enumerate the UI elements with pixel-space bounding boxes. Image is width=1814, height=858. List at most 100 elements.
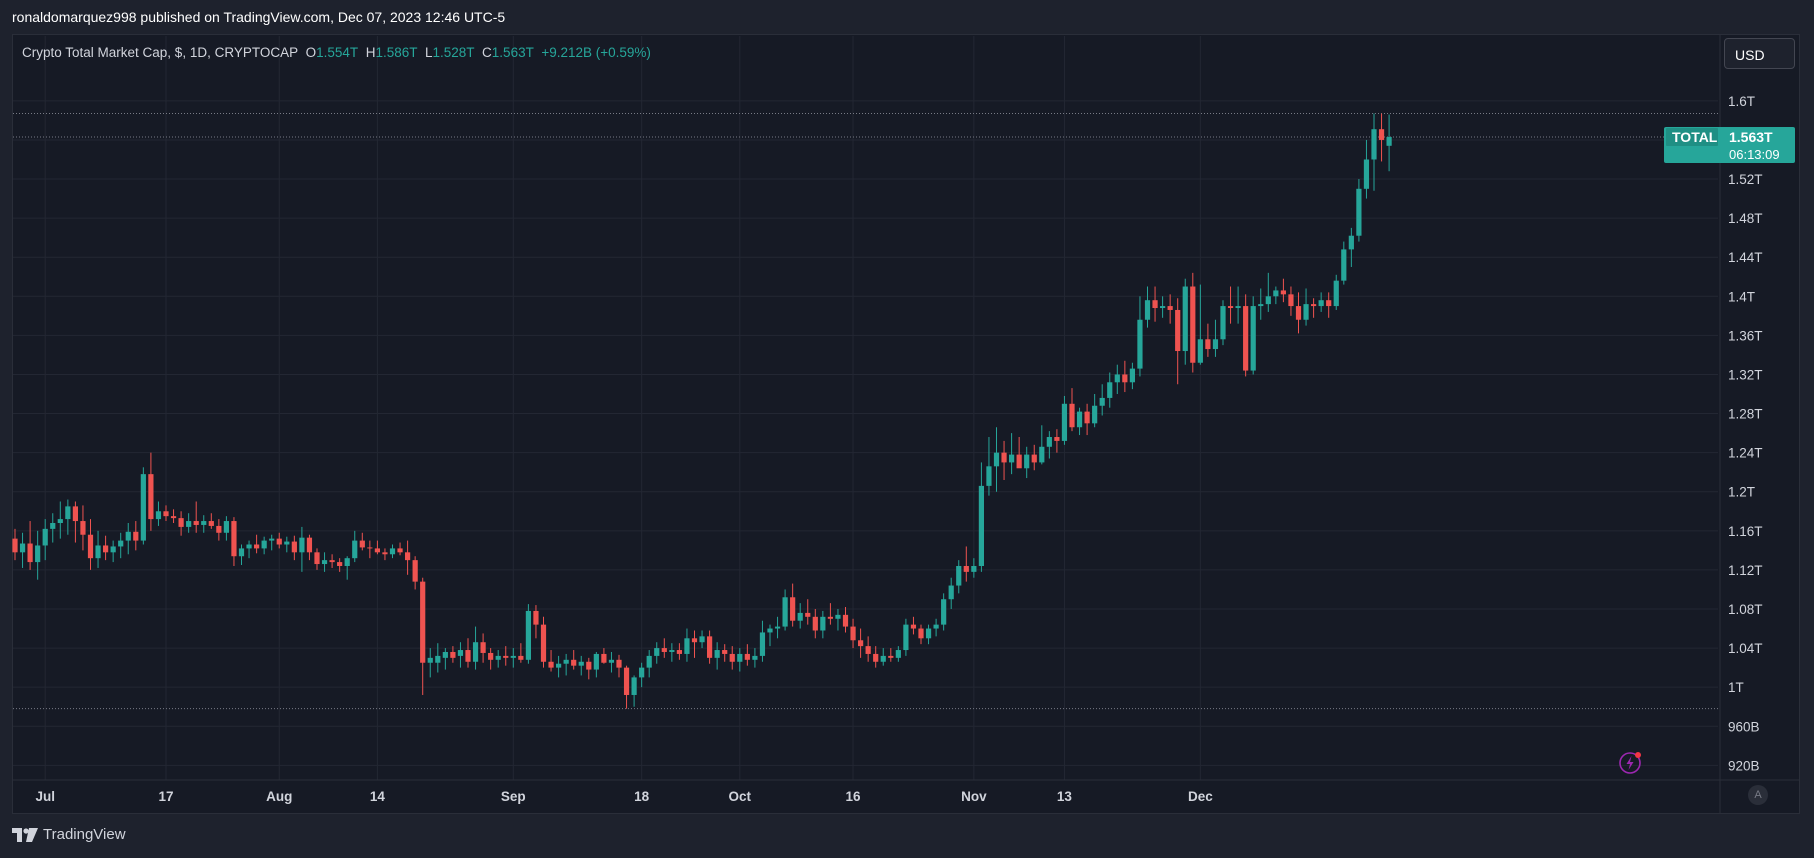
candle-body xyxy=(827,616,833,619)
price-tag-name: TOTAL xyxy=(1672,129,1718,145)
candle-body xyxy=(276,538,282,545)
candle-body xyxy=(941,599,947,625)
candle-body xyxy=(480,642,486,653)
candle-body xyxy=(472,642,479,662)
candle-body xyxy=(593,653,599,670)
lightning-icon[interactable] xyxy=(1618,750,1644,776)
candle-body xyxy=(691,638,698,643)
candle-body xyxy=(1076,411,1083,428)
candle-body xyxy=(1016,454,1022,469)
candle-body xyxy=(933,624,939,629)
candle-body xyxy=(231,521,237,557)
candle-body xyxy=(646,655,652,668)
candle-body xyxy=(427,657,433,663)
candle-body xyxy=(269,538,275,541)
candle-body xyxy=(707,636,713,658)
symbol-name[interactable]: Crypto Total Market Cap, $, 1D, CRYPTOCA… xyxy=(22,45,299,60)
candle-body xyxy=(465,650,471,662)
candle-body xyxy=(95,545,101,559)
candle-body xyxy=(1175,309,1181,352)
candle-body xyxy=(1190,286,1196,363)
candle-body xyxy=(1107,382,1113,398)
candle-body xyxy=(178,518,184,527)
candle-body xyxy=(170,516,177,519)
candle-body xyxy=(42,528,48,546)
y-tick-label: 1T xyxy=(1728,680,1744,695)
candle-body xyxy=(578,661,584,666)
candle-body xyxy=(87,534,94,559)
candle-body xyxy=(1197,339,1203,363)
tradingview-logo-icon xyxy=(12,827,38,842)
candle-body xyxy=(1129,368,1135,383)
candle-body xyxy=(963,565,969,572)
publish-line: ronaldomarquez998 published on TradingVi… xyxy=(12,9,506,25)
candle-body xyxy=(925,628,932,639)
candle-body xyxy=(457,650,464,656)
candle-body xyxy=(254,544,260,549)
candle-body xyxy=(1160,306,1166,309)
candle-body xyxy=(790,597,796,621)
chart-panel[interactable] xyxy=(12,34,1800,814)
y-tick-label: 1.52T xyxy=(1728,172,1763,187)
x-tick-label: 16 xyxy=(846,789,862,804)
candle-body xyxy=(495,655,501,660)
candle-body xyxy=(208,521,214,526)
candle-body xyxy=(774,626,781,629)
candle-body xyxy=(1363,159,1370,189)
candle-body xyxy=(1084,411,1090,424)
candle-body xyxy=(1152,300,1158,309)
y-tick-label: 1.6T xyxy=(1728,94,1755,109)
tradingview-brand: TradingView xyxy=(43,826,126,843)
candle-body xyxy=(1265,296,1271,305)
candle-body xyxy=(163,511,169,517)
candle-body xyxy=(865,646,871,654)
high-value: 1.586T xyxy=(375,45,418,60)
candle-body xyxy=(352,540,358,559)
candle-body xyxy=(359,540,365,548)
candle-body xyxy=(1378,129,1385,140)
symbol-legend: Crypto Total Market Cap, $, 1D, CRYPTOCA… xyxy=(22,45,651,60)
y-tick-label: 920B xyxy=(1728,758,1760,773)
candle-body xyxy=(1303,304,1309,320)
candle-body xyxy=(1182,286,1188,352)
x-tick-label: 18 xyxy=(634,789,650,804)
candle-body xyxy=(556,663,562,668)
candle-body xyxy=(744,653,750,660)
tradingview-logo[interactable]: TradingView xyxy=(12,826,126,843)
candle-body xyxy=(601,653,607,663)
candle-body xyxy=(27,543,33,563)
candle-body xyxy=(759,632,766,656)
currency-button[interactable]: USD xyxy=(1724,38,1795,69)
candle-body xyxy=(1348,235,1354,250)
candle-body xyxy=(661,648,667,652)
x-tick-label: Dec xyxy=(1188,789,1213,804)
y-tick-label: 1.16T xyxy=(1728,524,1763,539)
x-tick-label: 14 xyxy=(370,789,386,804)
candle-body xyxy=(1099,397,1105,406)
candle-body xyxy=(729,653,735,662)
y-tick-label: 1.28T xyxy=(1728,407,1763,422)
auto-scale-button[interactable]: A xyxy=(1748,785,1768,805)
candle-body xyxy=(389,548,396,555)
high-label: H xyxy=(365,45,376,60)
candle-body xyxy=(797,612,803,621)
candle-body xyxy=(910,624,917,629)
candle-body xyxy=(412,560,418,582)
candle-body xyxy=(246,544,252,549)
y-tick-label: 1.44T xyxy=(1728,250,1763,265)
candle-body xyxy=(329,560,335,563)
candle-body xyxy=(1046,437,1052,447)
candle-body xyxy=(291,541,297,553)
candle-body xyxy=(1220,306,1226,340)
y-tick-label: 1.36T xyxy=(1728,328,1763,343)
candle-body xyxy=(193,521,199,525)
candle-body xyxy=(50,523,56,529)
price-tag-value: 1.563T xyxy=(1729,129,1773,145)
candle-body xyxy=(676,650,682,654)
candle-body xyxy=(1318,300,1324,307)
candle-body xyxy=(903,624,909,651)
candle-body xyxy=(1092,405,1098,424)
candle-body xyxy=(344,558,350,566)
close-label: C xyxy=(482,45,492,60)
